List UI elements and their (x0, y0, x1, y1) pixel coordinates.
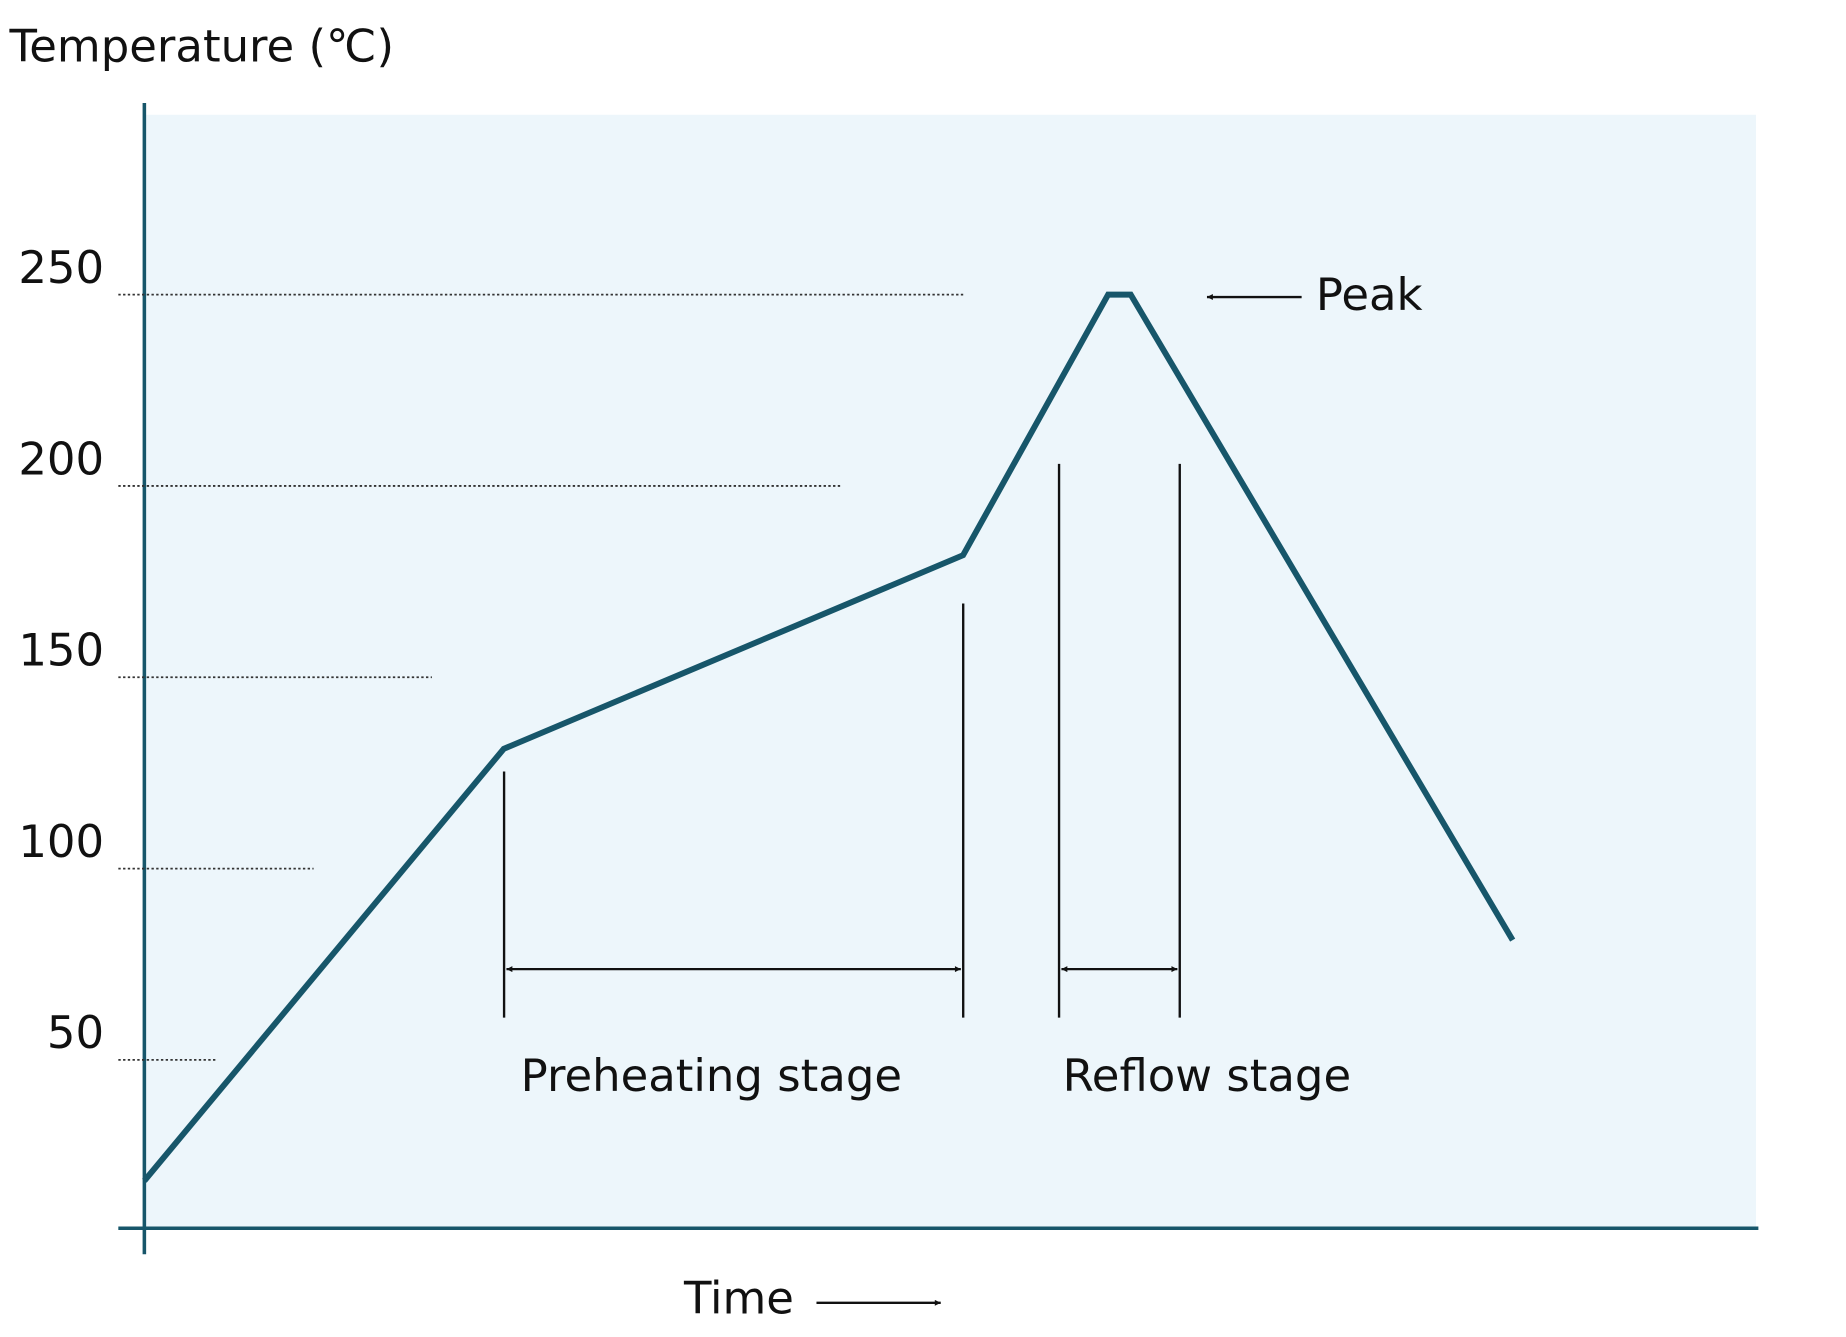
y-tick-label: 250 (18, 241, 104, 294)
plot-group: Temperature (℃) Time Preheating stage Re… (8, 20, 1759, 1325)
temperature-line (142, 291, 1516, 1183)
y-tick-label: 200 (18, 432, 104, 485)
y-axis-title: Temperature (℃) (8, 20, 394, 73)
annotation: Preheating stage (521, 1049, 902, 1102)
y-tick-label: 50 (47, 1006, 104, 1059)
y-tick-label: 150 (18, 624, 104, 677)
plot-background (144, 114, 1757, 1229)
annotation: Reflow stage (1063, 1049, 1352, 1102)
x-axis-title: Time (683, 1272, 794, 1325)
annotation: Peak (1316, 268, 1423, 321)
y-tick-label: 100 (18, 815, 104, 868)
